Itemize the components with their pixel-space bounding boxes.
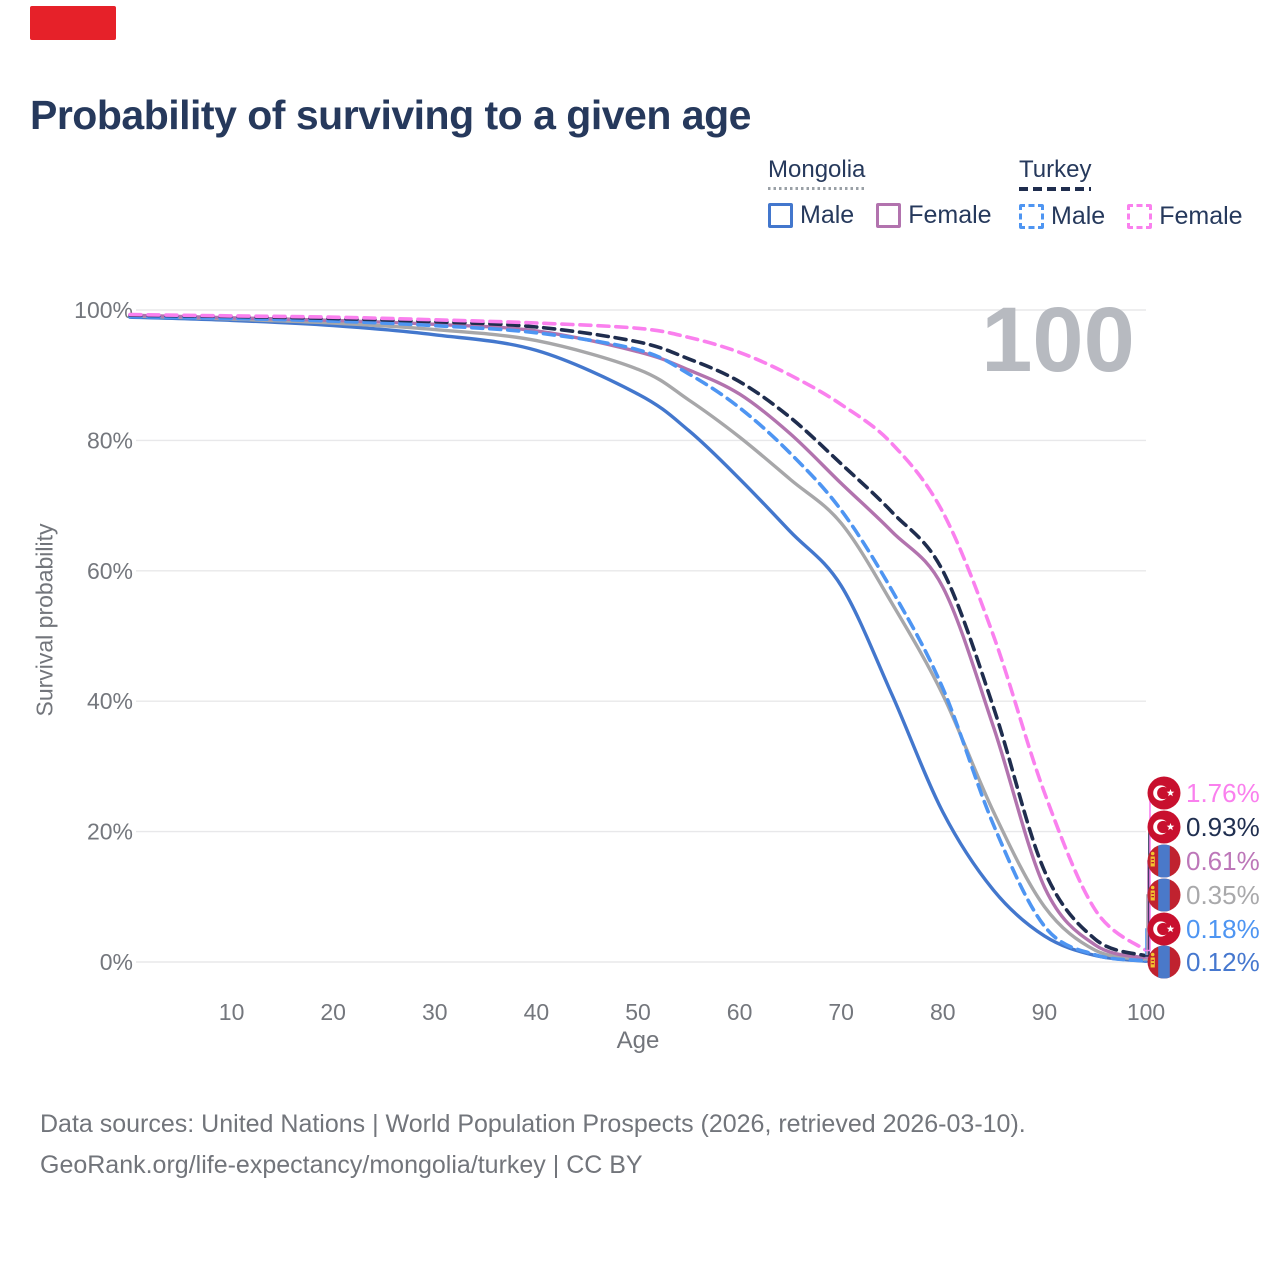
age-watermark: 100 bbox=[981, 289, 1135, 391]
mongolia-flag-icon bbox=[1147, 878, 1181, 912]
legend-underline-turkey bbox=[1019, 187, 1091, 191]
end-label-0.93%: 0.93% bbox=[1186, 812, 1260, 842]
x-axis-title: Age bbox=[616, 1027, 660, 1054]
y-tick-label-60: 60% bbox=[87, 558, 133, 584]
legend-swatch-mongolia-male bbox=[768, 203, 793, 228]
footer-data-sources: Data sources: United Nations | World Pop… bbox=[40, 1110, 1026, 1138]
mongolia-flag-icon bbox=[1147, 844, 1181, 878]
legend-group-turkey: Turkey Male Female bbox=[1019, 157, 1265, 231]
end-label-0.35%: 0.35% bbox=[1186, 880, 1260, 910]
footer-attribution: GeoRank.org/life-expectancy/mongolia/tur… bbox=[40, 1151, 643, 1179]
x-tick-label-10: 10 bbox=[219, 999, 245, 1025]
x-tick-label-60: 60 bbox=[727, 999, 753, 1025]
y-tick-label-40: 40% bbox=[87, 688, 133, 714]
y-axis-title: Survival probability bbox=[31, 523, 58, 717]
legend-swatch-turkey-male bbox=[1019, 204, 1044, 229]
legend-label-turkey-male: Male bbox=[1051, 202, 1106, 230]
legend-item-turkey-female[interactable]: Female bbox=[1127, 202, 1243, 231]
y-tick-label-80: 80% bbox=[87, 427, 133, 453]
legend-underline-mongolia bbox=[768, 187, 865, 190]
mongolia-flag-icon bbox=[1147, 945, 1181, 979]
curve-mongolia-male[interactable] bbox=[128, 315, 1148, 963]
legend-swatch-turkey-female bbox=[1127, 204, 1153, 229]
legend-country-turkey[interactable]: Turkey bbox=[1019, 156, 1092, 183]
curve-turkey-female[interactable] bbox=[128, 312, 1148, 953]
x-tick-label-90: 90 bbox=[1032, 999, 1058, 1025]
legend-item-mongolia-male[interactable]: Male bbox=[768, 201, 854, 230]
legend-label-mongolia-male: Male bbox=[800, 201, 855, 229]
y-tick-label-100: 100% bbox=[74, 297, 133, 323]
end-label-0.12%: 0.12% bbox=[1186, 947, 1260, 977]
x-tick-label-30: 30 bbox=[422, 999, 448, 1025]
curve-mongolia-both[interactable] bbox=[128, 314, 1148, 962]
end-label-1.76%: 1.76% bbox=[1186, 778, 1260, 808]
x-tick-label-70: 70 bbox=[828, 999, 854, 1025]
x-tick-label-40: 40 bbox=[524, 999, 550, 1025]
footer: Data sources: United Nations | World Pop… bbox=[40, 1104, 1026, 1186]
turkey-flag-icon bbox=[1147, 912, 1181, 946]
legend-label-turkey-female: Female bbox=[1159, 202, 1243, 230]
y-tick-label-20: 20% bbox=[87, 819, 133, 845]
x-tick-label-50: 50 bbox=[625, 999, 651, 1025]
y-tick-label-0: 0% bbox=[100, 949, 133, 975]
legend-swatch-mongolia-female bbox=[876, 203, 902, 228]
page-title: Probability of surviving to a given age bbox=[30, 92, 751, 138]
turkey-flag-icon bbox=[1147, 776, 1181, 810]
curve-turkey-both[interactable] bbox=[128, 313, 1148, 958]
legend-label-mongolia-female: Female bbox=[908, 201, 992, 229]
turkey-flag-icon bbox=[1147, 810, 1181, 844]
curve-mongolia-female[interactable] bbox=[128, 313, 1148, 960]
x-tick-label-20: 20 bbox=[320, 999, 346, 1025]
legend-item-mongolia-female[interactable]: Female bbox=[876, 201, 992, 230]
end-label-0.61%: 0.61% bbox=[1186, 846, 1260, 876]
end-label-0.18%: 0.18% bbox=[1186, 914, 1260, 944]
legend-group-mongolia: Mongolia Male Female bbox=[768, 157, 1014, 230]
legend-country-mongolia[interactable]: Mongolia bbox=[768, 156, 866, 183]
x-tick-label-100: 100 bbox=[1127, 999, 1165, 1025]
x-tick-label-80: 80 bbox=[930, 999, 956, 1025]
curve-turkey-male[interactable] bbox=[128, 314, 1148, 963]
red-rectangle-marker bbox=[30, 6, 116, 40]
legend-item-turkey-male[interactable]: Male bbox=[1019, 202, 1105, 231]
